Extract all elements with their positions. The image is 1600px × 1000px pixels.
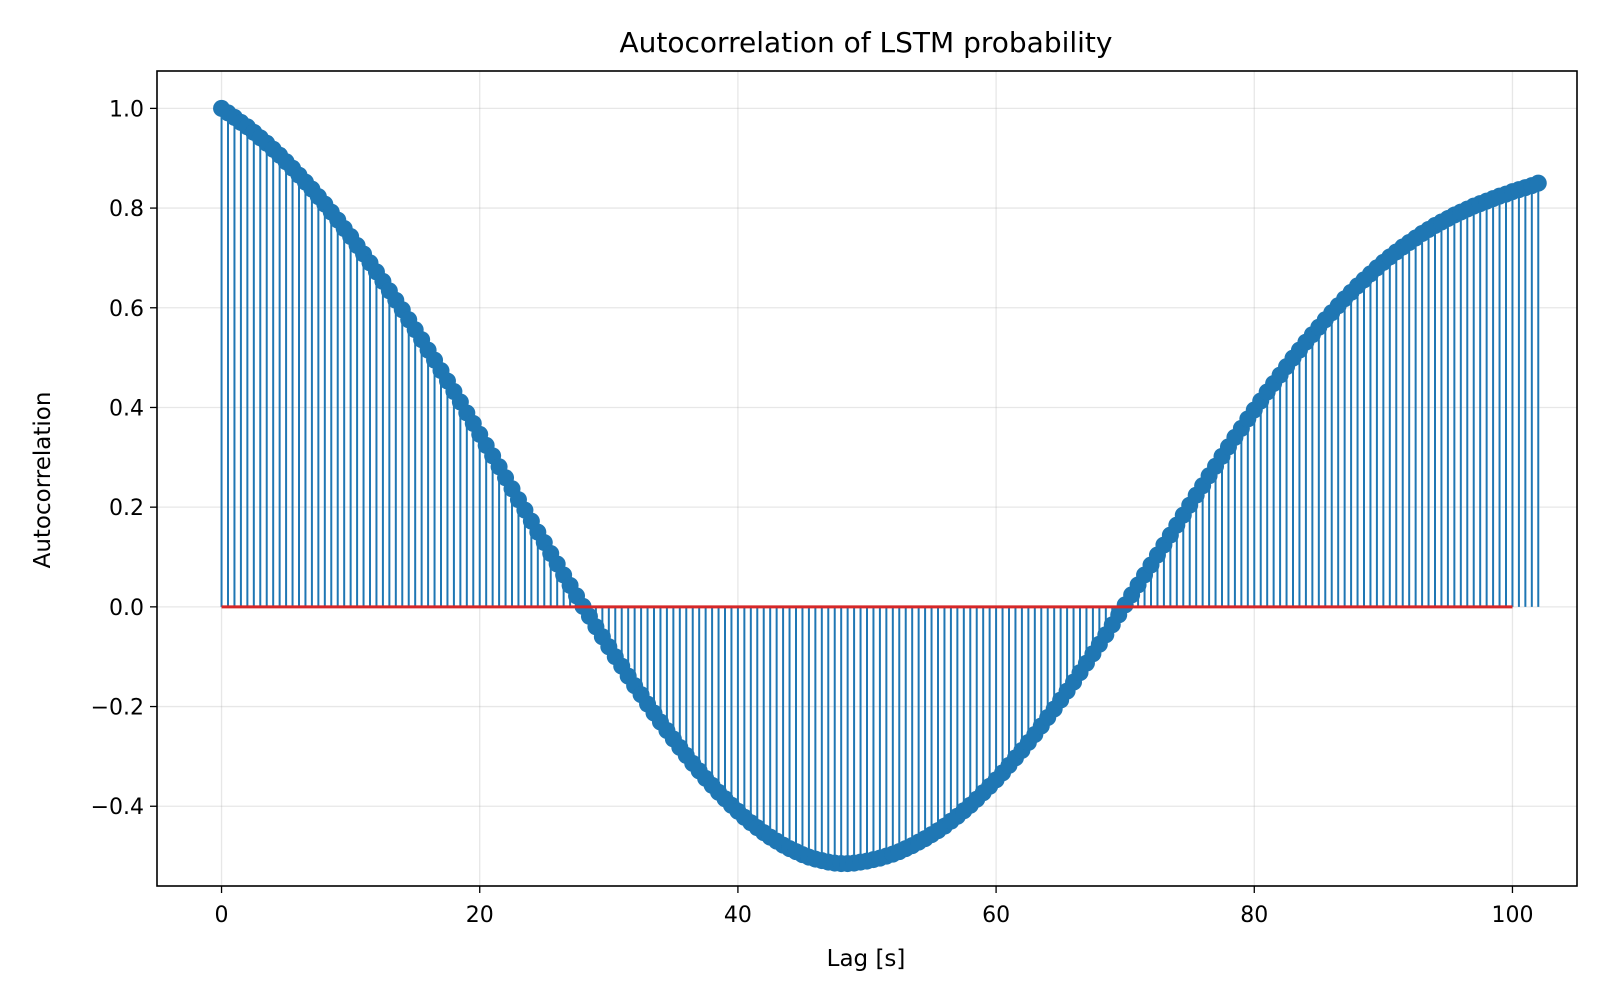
y-axis-title: Autocorrelation	[30, 392, 56, 569]
stem-marker	[1529, 174, 1547, 192]
axis-ticks: 0 20 40 60 80 100 −0.4 −0.2 0.0 0.2 0.4 0.6 0.8 1.0	[91, 97, 1534, 928]
x-tick-label: 80	[1240, 903, 1268, 928]
y-tick-label: 0.2	[109, 496, 144, 521]
x-tick-label: 40	[724, 903, 752, 928]
y-tick-label: 0.4	[109, 396, 144, 421]
x-tick-label: 0	[215, 903, 229, 928]
x-tick-label: 20	[466, 903, 494, 928]
y-tick-label: 0.8	[109, 197, 144, 222]
y-tick-label: 0.0	[109, 596, 144, 621]
plot-frame	[156, 70, 1578, 887]
chart-title: Autocorrelation of LSTM probability	[620, 26, 1113, 59]
x-axis-title: Lag [s]	[827, 946, 906, 972]
stem-markers	[213, 99, 1547, 873]
y-tick-label: 0.6	[109, 297, 144, 322]
x-tick-label: 100	[1491, 903, 1533, 928]
y-tick-label: 1.0	[109, 97, 144, 122]
stem-lines	[220, 108, 1540, 864]
y-tick-label: −0.2	[91, 696, 144, 721]
x-tick-label: 60	[982, 903, 1010, 928]
y-tick-label: −0.4	[91, 795, 144, 820]
